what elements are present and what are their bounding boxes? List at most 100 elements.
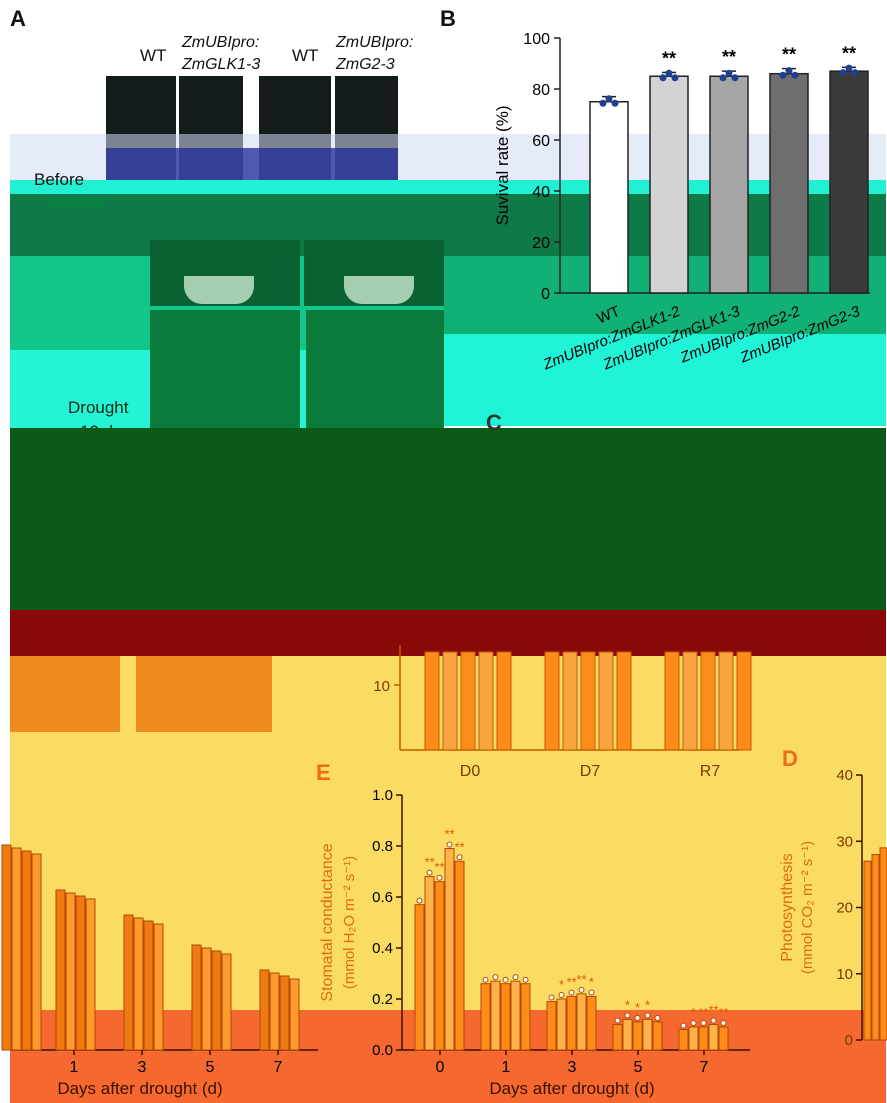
e-significance: ** [566,974,576,989]
b-y-tick-label: 20 [532,235,550,252]
e-y-tick-label: 0.2 [372,991,393,1008]
chart-e-left: 1 3 5 7 Days after drought (d) [1,844,318,1098]
d-y-tick-label: 10 [836,966,853,983]
panel-b-letter: B [440,6,456,31]
e-bar [708,1024,719,1051]
c-bar [682,651,698,751]
b-y-tick-label: 60 [532,133,550,150]
e-bar [520,983,531,1051]
el-bar [133,917,144,1051]
el-bar [191,944,202,1051]
el-bar [153,923,164,1051]
e-x-tick-label: 7 [700,1059,709,1076]
e-bar [632,1021,643,1051]
e-bar [678,1029,689,1051]
row-label-before-line2: drought [46,195,101,212]
e-bar [556,998,567,1051]
e-point [446,841,453,848]
row-label-before-line1: Before [34,170,85,189]
chart-d-photosynthesis: 0 10 20 30 40 Photosynthesis (mmol CO₂ m⁻² s⁻¹… [779,767,887,1049]
panel-a-letter: A [10,6,26,31]
e-significance: ** [424,855,434,870]
b-point [719,74,727,82]
b-point [611,99,619,107]
e-point [426,869,433,876]
e-x-tick-label: 3 [568,1059,577,1076]
c-bar [442,651,458,751]
e-x-axis-label: Days after drought (d) [489,1079,654,1098]
e-bar [642,1018,653,1051]
e-significance: * [559,977,564,992]
e-point [710,1017,717,1024]
b-point [665,69,673,77]
e-point [522,976,529,983]
c-bar [496,651,512,751]
el-bar [123,914,134,1051]
d-y-axis-label-line2: (mmol CO₂ m⁻² s⁻¹) [799,841,816,974]
el-x-tick-label: 1 [70,1059,79,1076]
overlay-band-cyan-right [444,334,886,426]
b-significance: ** [662,48,676,68]
b-bar [709,75,749,294]
col-label-g2-3-line2: ZmG2-3 [336,56,395,73]
e-bar [510,980,521,1051]
c-x-tick-label: D0 [460,763,481,780]
e-point [456,854,463,861]
b-point [725,69,733,77]
b-point [671,74,679,82]
e-significance: * [625,997,630,1012]
c-bar [718,651,734,751]
e-significance: ** [718,1005,728,1020]
el-bar [65,892,76,1051]
e-y-tick-label: 0.8 [372,838,393,855]
d-y-tick-label: 20 [836,900,853,917]
b-point [605,95,613,103]
e-bar [576,993,587,1051]
el-bar [31,853,42,1051]
e-point [654,1014,661,1021]
panel-e-letter: E [316,760,331,785]
e-significance: ** [708,1003,718,1018]
photo-drought-2 [306,310,444,438]
e-bar [444,848,455,1051]
el-bar [211,950,222,1051]
e-point [578,986,585,993]
el-x-tick-label: 7 [274,1059,283,1076]
e-bar [546,1001,557,1051]
e-bar [434,881,445,1051]
el-x-tick-label: 3 [138,1059,147,1076]
c-bar [616,651,632,751]
e-significance: * [691,1005,696,1020]
el-bar [11,847,22,1051]
e-point [416,897,423,904]
e-bar [652,1021,663,1051]
col-label-wt-2: WT [292,46,319,65]
c-bar [562,651,578,751]
c-bar [700,651,716,751]
col-label-g2-3-line1: ZmUBIpro: [336,34,414,51]
e-point [512,974,519,981]
e-point [690,1020,697,1027]
e-point [588,989,595,996]
e-point [700,1020,707,1027]
el-bar [55,889,66,1051]
panel-d-letter: D [782,746,798,771]
b-point [599,99,607,107]
el-bar [75,895,86,1051]
e-bar [612,1024,623,1051]
b-point [839,69,847,77]
b-point [785,67,793,75]
c-x-tick-label: D7 [580,763,601,780]
e-bar [490,980,501,1051]
el-bar [1,844,12,1051]
b-point [845,64,853,72]
b-point [659,74,667,82]
d-y-tick-label: 40 [836,767,853,784]
e-significance: ** [698,1005,708,1020]
d-y-tick-label: 30 [836,833,853,850]
e-point [634,1014,641,1021]
e-point [720,1020,727,1027]
pot-shape-1 [184,276,254,304]
e-significance: * [589,974,594,989]
b-bar [589,101,629,294]
